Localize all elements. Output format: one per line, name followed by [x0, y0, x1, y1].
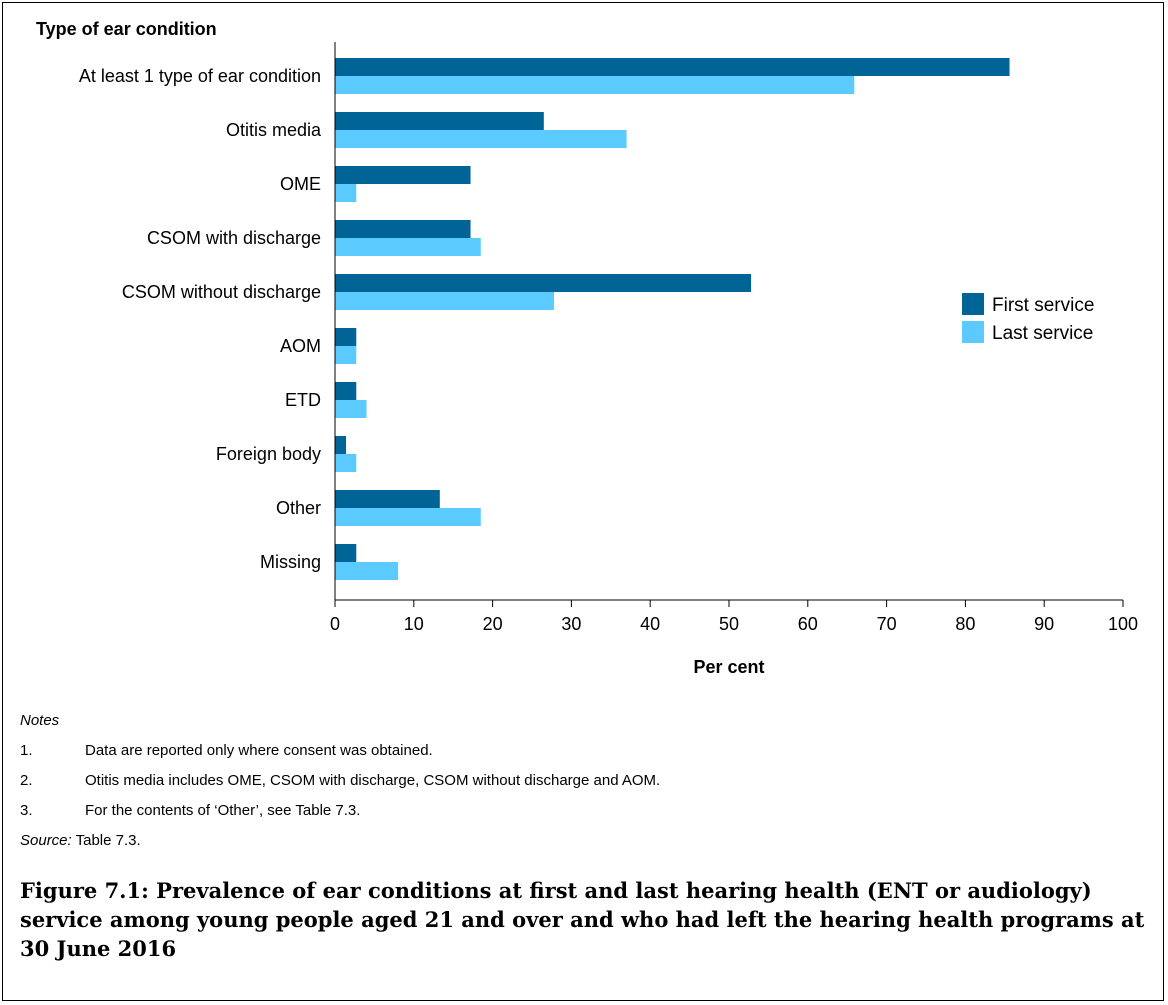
bar-first-service-7	[335, 436, 347, 454]
note-item: 1. Data are reported only where consent …	[20, 742, 1140, 760]
bar-first-service-4	[335, 274, 752, 292]
category-label: Foreign body	[216, 444, 321, 464]
x-tick-label: 90	[1034, 614, 1054, 634]
category-label: At least 1 type of ear condition	[79, 66, 321, 86]
x-tick-label: 40	[640, 614, 660, 634]
category-label: AOM	[280, 336, 321, 356]
bars-group	[335, 58, 1010, 580]
category-label: CSOM without discharge	[122, 282, 321, 302]
bar-first-service-3	[335, 220, 471, 238]
bar-last-service-6	[335, 400, 367, 418]
x-tick-label: 10	[404, 614, 424, 634]
category-label: Missing	[260, 552, 321, 572]
legend-label: Last service	[992, 323, 1093, 344]
x-tick-label: 30	[561, 614, 581, 634]
x-tick-label: 20	[483, 614, 503, 634]
bar-first-service-1	[335, 112, 544, 130]
legend-label: First service	[992, 295, 1094, 316]
bar-chart: Type of ear condition At least 1 type of…	[36, 19, 1138, 677]
x-axis-title: Per cent	[693, 657, 764, 677]
bar-last-service-4	[335, 292, 555, 310]
bar-last-service-5	[335, 346, 357, 364]
legend-swatch-first-service	[962, 293, 984, 315]
figure-caption: Figure 7.1: Prevalence of ear conditions…	[20, 878, 1145, 961]
x-tick-label: 100	[1108, 614, 1138, 634]
bar-first-service-9	[335, 544, 357, 562]
bar-last-service-8	[335, 508, 481, 526]
x-axis-ticks: 0 10 20 30 40 50 60 70 80 90 100	[330, 600, 1138, 634]
x-tick-label: 80	[955, 614, 975, 634]
source-line: Source: Table 7.3.	[20, 832, 1140, 850]
bar-first-service-6	[335, 382, 357, 400]
note-text: Data are reported only where consent was…	[85, 742, 433, 759]
category-label: CSOM with discharge	[147, 228, 321, 248]
note-number: 3.	[20, 802, 33, 819]
source-text: Table 7.3.	[71, 832, 141, 849]
legend: First service Last service	[962, 293, 1094, 344]
bar-first-service-5	[335, 328, 357, 346]
bar-last-service-2	[335, 184, 357, 202]
notes-section: Notes 1. Data are reported only where co…	[20, 712, 1140, 850]
category-label: Other	[276, 498, 321, 518]
bar-first-service-2	[335, 166, 471, 184]
note-number: 1.	[20, 742, 33, 759]
note-item: 2. Otitis media includes OME, CSOM with …	[20, 772, 1140, 790]
source-label: Source:	[20, 832, 72, 849]
category-label: ETD	[285, 390, 321, 410]
x-tick-label: 60	[798, 614, 818, 634]
bar-last-service-3	[335, 238, 481, 256]
bar-last-service-0	[335, 76, 855, 94]
bar-first-service-8	[335, 490, 440, 508]
legend-swatch-last-service	[962, 321, 984, 343]
note-number: 2.	[20, 772, 33, 789]
note-text: Otitis media includes OME, CSOM with dis…	[85, 772, 661, 789]
notes-heading: Notes	[20, 712, 60, 729]
bar-last-service-9	[335, 562, 399, 580]
x-tick-label: 50	[719, 614, 739, 634]
x-tick-label: 70	[877, 614, 897, 634]
note-text: For the contents of ‘Other’, see Table 7…	[85, 802, 361, 819]
bar-last-service-7	[335, 454, 357, 472]
category-label: OME	[280, 174, 321, 194]
note-item: 3. For the contents of ‘Other’, see Tabl…	[20, 802, 1140, 820]
category-labels: At least 1 type of ear condition Otitis m…	[79, 66, 322, 572]
bar-first-service-0	[335, 58, 1010, 76]
y-axis-title: Type of ear condition	[36, 19, 217, 39]
category-label: Otitis media	[226, 120, 322, 140]
bar-last-service-1	[335, 130, 627, 148]
x-tick-label: 0	[330, 614, 340, 634]
